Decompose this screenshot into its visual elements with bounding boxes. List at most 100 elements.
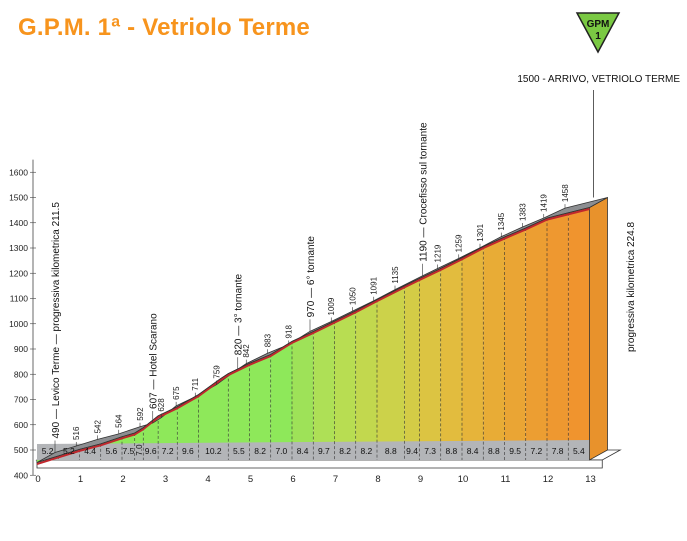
grade-label: 4.4 [84, 446, 96, 456]
y-tick-label: 1600 [9, 167, 28, 177]
grade-label: 5.4 [573, 446, 585, 456]
grade-label: 8.2 [360, 446, 372, 456]
km-dashed-lines [57, 212, 569, 460]
x-tick-label: 4 [205, 474, 210, 485]
grade-label: 5.6 [105, 446, 117, 456]
x-tick-label: 8 [375, 474, 380, 485]
x-tick-label: 7 [333, 474, 338, 485]
grade-label: 7.3 [424, 446, 436, 456]
segment-face [404, 278, 420, 460]
elevation-label: 675 [172, 386, 181, 400]
elevation-label: 1091 [370, 276, 379, 294]
segment-face [462, 246, 484, 460]
grade-label: 8.2 [254, 446, 266, 456]
elevation-label: 1219 [434, 244, 443, 262]
gpm-badge-bottom-text: 1 [595, 31, 601, 42]
x-tick-label: 5 [248, 474, 253, 485]
grade-label: 8.8 [488, 446, 500, 456]
y-tick-label: 500 [14, 445, 28, 455]
elevation-label: 1135 [391, 266, 400, 284]
segment-face [292, 331, 314, 460]
y-tick-label: 1300 [9, 243, 28, 253]
x-tick-label: 9 [418, 474, 423, 485]
profile-front-edge [36, 207, 590, 463]
elevation-label: 1458 [561, 184, 570, 202]
segment-face [313, 321, 335, 460]
elevation-label: 1050 [349, 287, 358, 305]
grade-label: 9.7 [318, 446, 330, 456]
segment-face [377, 285, 405, 460]
elevation-label: 1383 [519, 203, 528, 221]
floor-front [36, 459, 603, 469]
x-tick-label: 13 [585, 474, 596, 485]
elevation-label: 842 [242, 344, 251, 358]
segment-face [483, 237, 505, 460]
page-title: G.P.M. 1ª - Vetriolo Terme [18, 14, 310, 41]
finish-label: 1500 - ARRIVO, VETRIOLO TERME [517, 74, 680, 85]
segment-face [440, 257, 462, 460]
y-tick-label: 700 [14, 395, 28, 405]
x-tick-label: 3 [163, 474, 168, 485]
elevation-label: 1419 [540, 194, 549, 212]
grade-label: 7.2 [530, 446, 542, 456]
profile-top-face [36, 197, 608, 465]
gpm-badge: GPM 1 [575, 12, 621, 54]
segment-face [334, 310, 356, 460]
grade-label: 7.5 [122, 446, 134, 456]
segment-face [355, 299, 377, 460]
grade-label: 8.2 [339, 446, 351, 456]
segment-face [419, 268, 441, 460]
y-tick-label: 800 [14, 369, 28, 379]
grade-label: 5.2 [63, 446, 75, 456]
elevation-labels: 516 542 564 592 628 675 711 759 842 883 918 1009 105… [72, 184, 570, 446]
landmark-label: 607 — Hotel Scarano [149, 313, 160, 409]
elevation-label: 883 [264, 333, 273, 347]
segment-face [198, 373, 229, 460]
grade-label: 8.4 [467, 446, 479, 456]
gradient-segments [37, 196, 608, 463]
landmark-label: 820 — 3° tornante [234, 273, 245, 355]
segment-face [270, 341, 292, 460]
landmark-labels: 490 — Levico Terme — progressiva kilomet… [51, 122, 430, 453]
grade-label: 9.6 [145, 446, 157, 456]
grade-labels: 5.2 5.2 4.4 5.6 7.5 7.0 9.6 7.2 9.6 10.2 5.5 8.2 7.0… [42, 444, 585, 456]
grade-label: 5.2 [42, 446, 54, 456]
y-tick-label: 1000 [9, 319, 28, 329]
grade-label: 8.8 [385, 446, 397, 456]
finish-annotation: 1500 - ARRIVO, VETRIOLO TERME progressiva… [517, 74, 680, 352]
gpm-badge-top-text: GPM [587, 19, 610, 30]
x-tick-label: 1 [78, 474, 83, 485]
elevation-label: 1009 [327, 297, 336, 315]
profile-red-edge [36, 208, 590, 465]
segment-face [568, 207, 590, 460]
elevation-label: 628 [157, 398, 166, 412]
y-tick-label: 1200 [9, 268, 28, 278]
elevation-label: 1345 [497, 212, 506, 230]
landmark-label: 490 — Levico Terme — progressiva kilomet… [51, 202, 62, 439]
right-end-face [589, 196, 608, 461]
x-axis: 0 1 2 3 4 5 6 7 8 9 10 11 12 13 [35, 474, 595, 485]
grade-label: 9.5 [509, 446, 521, 456]
elevation-label: 918 [285, 325, 294, 339]
grade-label: 7.2 [162, 446, 174, 456]
x-tick-label: 10 [458, 474, 469, 485]
y-tick-label: 900 [14, 344, 28, 354]
landmark-label: 970 — 6° tornante [306, 236, 317, 318]
x-tick-label: 6 [290, 474, 295, 485]
grade-label: 8.8 [445, 446, 457, 456]
y-tick-label: 400 [14, 470, 28, 480]
right-progressive-label: progressiva kilometrica 224.8 [626, 222, 637, 352]
grade-label: 7.0 [275, 446, 287, 456]
elevation-label: 542 [94, 419, 103, 433]
segment-face [504, 227, 526, 460]
elevation-label: 592 [136, 407, 145, 421]
elevation-label: 516 [72, 426, 81, 440]
elevation-label: 1259 [455, 234, 464, 252]
front-base-band [37, 440, 590, 460]
segment-face [525, 218, 547, 460]
x-tick-label: 2 [120, 474, 125, 485]
elevation-label: 759 [213, 365, 222, 379]
segment-face [228, 363, 250, 460]
grade-label: 9.6 [182, 446, 194, 456]
